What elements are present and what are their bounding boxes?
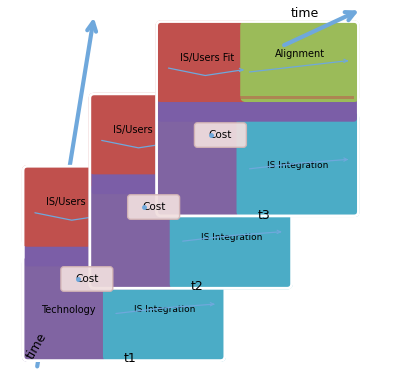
FancyBboxPatch shape <box>128 195 180 219</box>
Text: Alignment: Alignment <box>208 122 258 131</box>
FancyBboxPatch shape <box>89 186 181 289</box>
FancyBboxPatch shape <box>156 113 248 217</box>
Text: Cost: Cost <box>209 130 232 140</box>
FancyBboxPatch shape <box>22 258 114 362</box>
Text: t2: t2 <box>191 280 204 293</box>
FancyBboxPatch shape <box>170 186 293 289</box>
Text: t1: t1 <box>124 352 137 365</box>
Text: IS Integration: IS Integration <box>134 305 195 314</box>
FancyBboxPatch shape <box>24 238 223 266</box>
FancyBboxPatch shape <box>22 165 125 247</box>
Text: time: time <box>291 7 319 20</box>
FancyBboxPatch shape <box>89 93 192 174</box>
FancyBboxPatch shape <box>61 267 113 291</box>
FancyBboxPatch shape <box>107 165 226 247</box>
Text: time: time <box>24 330 49 361</box>
FancyBboxPatch shape <box>158 93 357 122</box>
FancyBboxPatch shape <box>91 166 290 194</box>
Text: t3: t3 <box>258 209 270 222</box>
Text: IS/Users Fit: IS/Users Fit <box>113 125 168 135</box>
Text: Cost: Cost <box>142 202 165 212</box>
Bar <box>161 96 354 99</box>
Text: Alignment: Alignment <box>141 194 191 204</box>
Bar <box>94 168 287 171</box>
Text: Alignment: Alignment <box>275 49 325 59</box>
FancyBboxPatch shape <box>236 113 360 217</box>
Text: IS Integration: IS Integration <box>267 161 329 170</box>
Text: Technology: Technology <box>41 305 95 315</box>
FancyBboxPatch shape <box>174 93 293 174</box>
FancyBboxPatch shape <box>240 20 360 102</box>
FancyBboxPatch shape <box>194 123 246 147</box>
Text: IS Integration: IS Integration <box>200 233 262 242</box>
Bar <box>28 241 220 243</box>
FancyBboxPatch shape <box>156 20 259 102</box>
Text: IS/Users Fit: IS/Users Fit <box>180 53 234 63</box>
Text: IS/Users Fit: IS/Users Fit <box>46 197 101 207</box>
FancyBboxPatch shape <box>103 258 226 362</box>
Text: Cost: Cost <box>75 274 98 284</box>
